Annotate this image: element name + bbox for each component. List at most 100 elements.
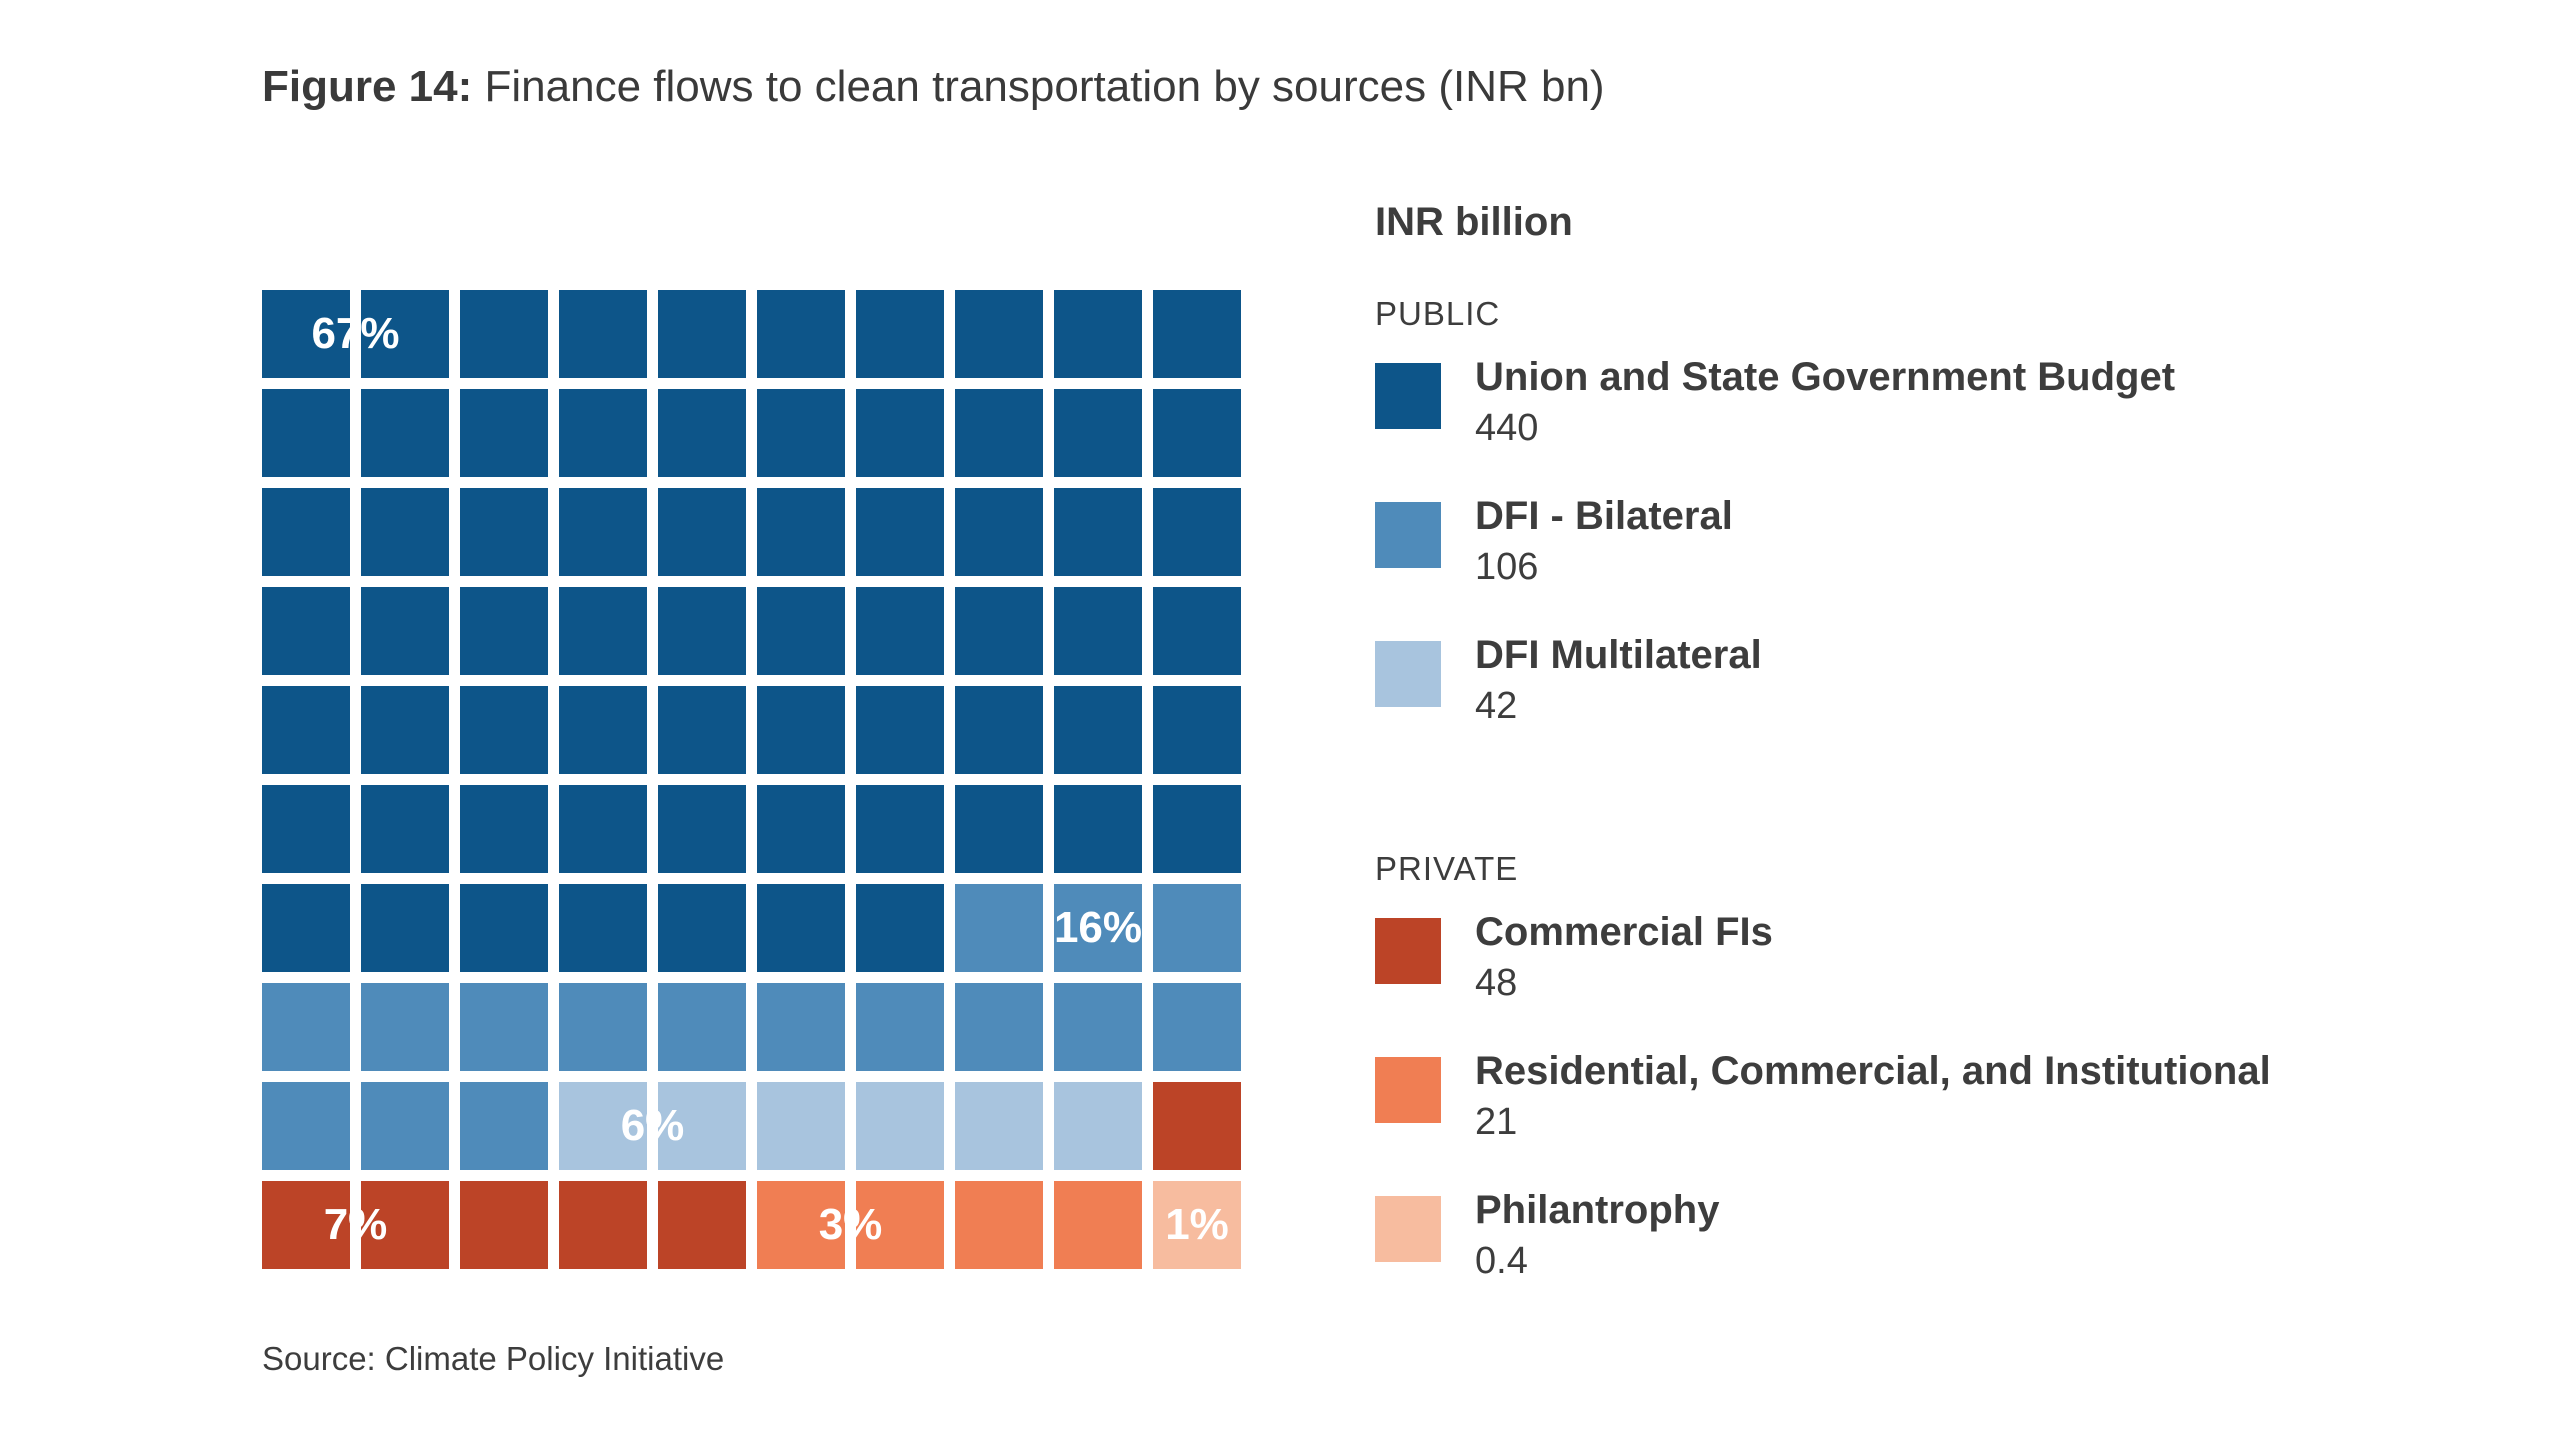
waffle-cell bbox=[955, 1181, 1043, 1269]
legend-item-value: 48 bbox=[1475, 962, 1518, 1004]
waffle-cell bbox=[856, 686, 944, 774]
waffle-cell bbox=[559, 1181, 647, 1269]
waffle-cell bbox=[559, 785, 647, 873]
waffle-cell bbox=[460, 587, 548, 675]
legend-units: INR billion bbox=[1375, 200, 1573, 244]
waffle-cell bbox=[1054, 686, 1142, 774]
legend-group-label: PUBLIC bbox=[1375, 295, 1501, 332]
legend-swatch bbox=[1375, 502, 1441, 568]
waffle-cell bbox=[1153, 983, 1241, 1071]
waffle-cell bbox=[559, 884, 647, 972]
legend-item: DFI - Bilateral 106 bbox=[1375, 494, 2495, 604]
waffle-cell bbox=[262, 587, 350, 675]
legend-item-name: Union and State Government Budget bbox=[1475, 355, 2176, 399]
waffle-cell bbox=[955, 587, 1043, 675]
waffle-cell bbox=[559, 983, 647, 1071]
pct-label-dfi-bilateral: 16% bbox=[1053, 903, 1143, 952]
waffle-cell bbox=[1054, 884, 1142, 972]
waffle-cell bbox=[361, 884, 449, 972]
legend-swatch bbox=[1375, 641, 1441, 707]
chart-title: Figure 14: Finance flows to clean transp… bbox=[262, 62, 1605, 112]
waffle-cell bbox=[361, 290, 449, 378]
waffle-cell bbox=[262, 290, 350, 378]
legend-group-label: PRIVATE bbox=[1375, 850, 1519, 887]
waffle-cell bbox=[361, 983, 449, 1071]
legend-swatch bbox=[1375, 363, 1441, 429]
waffle-cell bbox=[1054, 389, 1142, 477]
waffle-cell bbox=[757, 290, 845, 378]
waffle-cell bbox=[955, 983, 1043, 1071]
waffle-cell bbox=[1054, 983, 1142, 1071]
waffle-cell bbox=[559, 686, 647, 774]
waffle-cell bbox=[658, 389, 746, 477]
legend-item: Commercial FIs 48 bbox=[1375, 910, 2495, 1020]
pct-label-residential: 3% bbox=[818, 1200, 883, 1249]
legend-item: DFI Multilateral 42 bbox=[1375, 633, 2495, 743]
legend-item-value: 440 bbox=[1475, 407, 1539, 449]
waffle-cell bbox=[1153, 488, 1241, 576]
waffle-cell bbox=[460, 1181, 548, 1269]
waffle-cell bbox=[658, 290, 746, 378]
waffle-cell bbox=[757, 686, 845, 774]
waffle-cell bbox=[559, 587, 647, 675]
legend-item-name: Philantrophy bbox=[1475, 1188, 1720, 1232]
waffle-cell bbox=[658, 488, 746, 576]
waffle-cell bbox=[856, 587, 944, 675]
legend-item-name: Residential, Commercial, and Institution… bbox=[1475, 1049, 2271, 1093]
waffle-cell bbox=[955, 785, 1043, 873]
waffle-cell bbox=[1153, 785, 1241, 873]
waffle-cell bbox=[559, 488, 647, 576]
waffle-cell bbox=[262, 686, 350, 774]
waffle-cell bbox=[1054, 587, 1142, 675]
waffle-cell bbox=[658, 785, 746, 873]
legend-swatch bbox=[1375, 1196, 1441, 1262]
waffle-cell bbox=[757, 587, 845, 675]
pct-label-philantrophy: 1% bbox=[1165, 1200, 1229, 1249]
waffle-cell bbox=[361, 686, 449, 774]
waffle-cell bbox=[955, 686, 1043, 774]
figure-title-text: Finance flows to clean transportation by… bbox=[484, 62, 1605, 111]
legend-item: Union and State Government Budget 440 bbox=[1375, 355, 2495, 465]
waffle-cell bbox=[757, 983, 845, 1071]
pct-label-union-state: 67% bbox=[311, 309, 400, 358]
waffle-cell bbox=[262, 884, 350, 972]
waffle-cell bbox=[757, 884, 845, 972]
figure-number: Figure 14: bbox=[262, 62, 473, 111]
waffle-cell bbox=[361, 785, 449, 873]
waffle-cell bbox=[1153, 686, 1241, 774]
waffle-cell bbox=[460, 488, 548, 576]
waffle-cell bbox=[559, 389, 647, 477]
waffle-cell bbox=[658, 884, 746, 972]
waffle-cell bbox=[262, 1181, 350, 1269]
waffle-cell bbox=[559, 1082, 647, 1170]
waffle-cell bbox=[460, 983, 548, 1071]
legend-item-value: 106 bbox=[1475, 546, 1539, 588]
waffle-cell bbox=[262, 785, 350, 873]
waffle-cell bbox=[658, 587, 746, 675]
waffle-cell bbox=[856, 1082, 944, 1170]
waffle-cell bbox=[658, 1181, 746, 1269]
waffle-cell bbox=[361, 488, 449, 576]
waffle-cell bbox=[1054, 488, 1142, 576]
waffle-cell bbox=[1054, 1082, 1142, 1170]
waffle-cell bbox=[658, 983, 746, 1071]
waffle-cell bbox=[1054, 290, 1142, 378]
waffle-cell bbox=[757, 488, 845, 576]
legend-item-name: Commercial FIs bbox=[1475, 910, 1773, 954]
legend-item-value: 42 bbox=[1475, 685, 1518, 727]
pct-label-dfi-multilateral: 6% bbox=[620, 1101, 685, 1150]
waffle-cell bbox=[856, 488, 944, 576]
waffle-cell bbox=[856, 290, 944, 378]
waffle-cell bbox=[856, 389, 944, 477]
waffle-cell bbox=[757, 1181, 845, 1269]
waffle-chart: 67% 16% 6% 7% 3% 1% bbox=[262, 290, 1241, 1269]
legend-item-name: DFI Multilateral bbox=[1475, 633, 1762, 677]
source-note: Source: Climate Policy Initiative bbox=[262, 1340, 725, 1377]
waffle-cell bbox=[1153, 1082, 1241, 1170]
waffle-cell bbox=[1153, 290, 1241, 378]
waffle-cell bbox=[1153, 587, 1241, 675]
waffle-cell bbox=[757, 785, 845, 873]
legend-swatch bbox=[1375, 918, 1441, 984]
waffle-cell bbox=[460, 785, 548, 873]
waffle-cell bbox=[262, 389, 350, 477]
